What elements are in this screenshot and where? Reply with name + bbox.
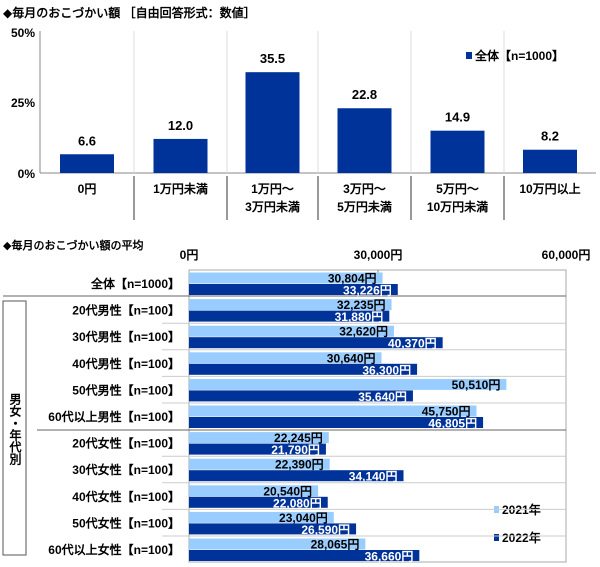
value-label-2: 35.5	[260, 51, 285, 66]
bar-2022-8	[189, 496, 328, 508]
category-label-3: 5万円未満	[337, 199, 392, 214]
xtick-0: 0円	[180, 248, 199, 262]
chart1: 50% 25% 0% 全体【n=1000】 6.6 0円 12.0 1万円未満 35.5…	[11, 26, 596, 220]
chart2: 0円 30,000円 60,000円 男女・年代別 2021年 2022年 全体…	[2, 248, 591, 564]
ytick-50: 50%	[11, 26, 35, 40]
row-label-7: 30代女性【n=100】	[72, 462, 180, 477]
label-2022-0: 33,226円	[343, 284, 392, 298]
category-label-2: 1万円～	[251, 182, 294, 196]
label-2022-10: 36,660円	[365, 550, 414, 564]
category-label-5: 10万円以上	[519, 181, 580, 196]
legend-label-total: 全体【n=1000】	[474, 48, 564, 63]
xtick-30000: 30,000円	[354, 248, 403, 262]
xtick-60000: 60,000円	[542, 248, 591, 262]
bar-2021-1	[189, 299, 392, 311]
value-label-5: 8.2	[541, 129, 559, 144]
label-2021-8: 20,540円	[263, 484, 312, 498]
bar-2022-7	[189, 470, 404, 482]
bar-2021-9	[189, 511, 334, 523]
row-label-4: 50代男性【n=100】	[72, 382, 180, 397]
chart2-title: ◆毎月のおこづかい額の平均	[3, 238, 143, 252]
bar-2021-6	[189, 432, 329, 444]
bar-2021-0	[189, 272, 383, 284]
category-label-3: 3万円～	[343, 182, 386, 196]
label-2021-9: 23,040円	[279, 511, 328, 525]
category-label-0: 0円	[78, 182, 97, 196]
bar-2022-1	[189, 310, 390, 322]
bar-2021-8	[189, 485, 319, 497]
label-2021-5: 45,750円	[422, 405, 471, 419]
group-label: 男女・年代別	[8, 393, 22, 466]
label-2022-5: 46,805円	[428, 417, 477, 431]
bar-2022-5	[189, 417, 484, 428]
legend-swatch-2022	[494, 534, 499, 541]
category-label-2: 3万円未満	[245, 199, 300, 214]
row-label-6: 20代女性【n=100】	[72, 436, 180, 451]
bar-2022-3	[189, 363, 418, 375]
bar-5	[523, 149, 577, 173]
bar-2022-0	[189, 284, 398, 295]
label-2021-6: 22,245円	[274, 431, 323, 445]
label-2022-2: 40,370円	[388, 337, 437, 351]
bar-2021-4	[189, 378, 507, 390]
category-label-4: 10万円未満	[427, 199, 488, 214]
row-label-0: 全体【n=1000】	[90, 276, 180, 291]
bar-2021-5	[189, 405, 477, 417]
row-label-10: 60代以上女性【n=100】	[48, 542, 180, 557]
ytick-0: 0%	[18, 167, 36, 181]
category-label-4: 5万円～	[436, 182, 479, 196]
legend-label-2022: 2022年	[502, 530, 541, 545]
bar-2022-2	[189, 337, 443, 349]
label-2021-1: 32,235円	[337, 298, 386, 312]
bar-2022-10	[189, 550, 420, 561]
value-label-0: 6.6	[78, 133, 96, 148]
row-label-9: 50代女性【n=100】	[72, 515, 180, 530]
label-2022-6: 21,790円	[271, 443, 320, 457]
label-2022-1: 31,880円	[335, 310, 384, 324]
bar-0	[60, 154, 114, 173]
bar-1	[153, 138, 208, 173]
bar-2021-7	[189, 458, 330, 470]
bar-2021-2	[189, 325, 394, 337]
label-2022-8: 22,080円	[273, 496, 322, 510]
row-label-3: 40代男性【n=100】	[72, 356, 180, 371]
bar-2022-9	[189, 523, 357, 535]
label-2021-3: 30,640円	[327, 351, 376, 365]
bar-2	[245, 72, 300, 173]
label-2021-4: 50,510円	[452, 378, 501, 392]
label-2022-9: 26,590円	[301, 523, 350, 537]
legend-swatch-total	[466, 52, 472, 59]
label-2022-3: 36,300円	[362, 363, 411, 377]
label-2021-10: 28,065円	[311, 538, 360, 552]
label-2021-2: 32,620円	[339, 325, 388, 339]
label-2022-4: 35,640円	[358, 390, 407, 404]
bar-2021-3	[189, 352, 382, 364]
row-label-8: 40代女性【n=100】	[72, 489, 180, 504]
bar-2022-4	[189, 390, 413, 402]
label-2021-0: 30,804円	[328, 272, 377, 286]
chart1-title: ◆毎月のおこづかい額 ［自由回答形式：数値］	[3, 5, 256, 20]
bar-2021-10	[189, 538, 366, 550]
value-label-4: 14.9	[445, 110, 470, 125]
group-box	[2, 300, 27, 556]
bar-3	[337, 108, 392, 173]
bar-4	[430, 130, 485, 173]
value-label-3: 22.8	[352, 87, 377, 102]
row-label-1: 20代男性【n=100】	[72, 303, 180, 318]
bar-2022-6	[189, 443, 326, 455]
ytick-25: 25%	[11, 96, 35, 110]
row-label-5: 60代以上男性【n=100】	[48, 409, 180, 424]
row-label-2: 30代男性【n=100】	[72, 329, 180, 344]
label-2022-7: 34,140円	[349, 470, 398, 484]
label-2021-7: 22,390円	[275, 458, 324, 472]
value-label-1: 12.0	[168, 118, 193, 133]
category-label-1: 1万円未満	[153, 181, 208, 196]
